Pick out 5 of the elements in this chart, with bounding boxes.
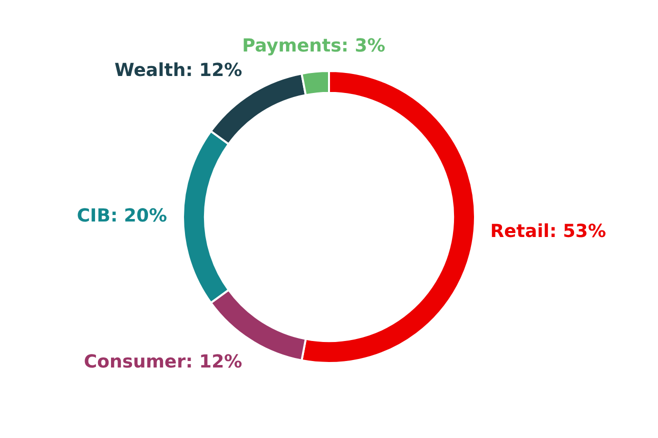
slice-label: Consumer: 12% — [84, 351, 242, 372]
slice-label: CIB: 20% — [76, 206, 167, 227]
slice-label: Retail: 53% — [490, 220, 606, 242]
slice-label: Payments: 3% — [242, 35, 386, 56]
slice-label: Wealth: 12% — [114, 60, 242, 81]
